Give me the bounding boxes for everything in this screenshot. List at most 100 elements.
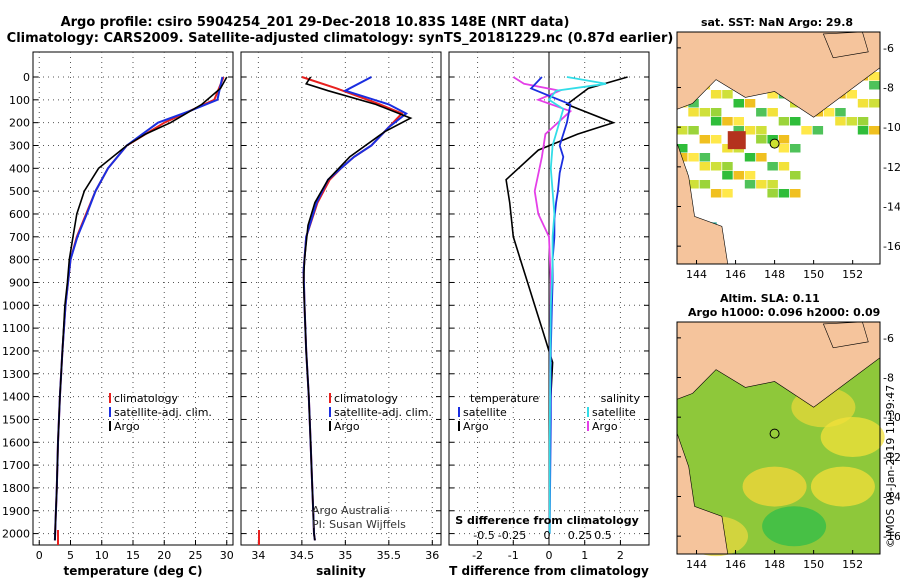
sst-cell <box>801 126 812 135</box>
sst-cell <box>756 126 767 135</box>
sst-cell <box>733 99 744 108</box>
sst-cell <box>767 108 778 117</box>
sst-cell <box>767 180 778 189</box>
sst-cell <box>857 117 869 126</box>
lat-tick-label: -8 <box>883 82 894 95</box>
salinity-panel: 34 34.5 35 35.5 36 salinity climatologysatelli… <box>240 51 442 578</box>
depth-tick-label: 2000 <box>2 528 30 541</box>
sst-cell <box>869 72 880 81</box>
x-tick-label: 36 <box>425 549 439 562</box>
argo-position-marker <box>769 428 780 439</box>
lat-tick-label: -10 <box>883 121 900 134</box>
sst-cell <box>744 126 756 135</box>
lon-tick-label: 148 <box>764 558 785 571</box>
x-tick-label: 5 <box>67 549 74 562</box>
depth-tick-label: 700 <box>9 231 30 244</box>
depth-tick-label: 1400 <box>2 391 30 404</box>
sst-cell <box>744 99 756 108</box>
legend-label: Argo <box>114 420 140 433</box>
panel-frame <box>240 51 442 546</box>
sst-cell <box>756 108 767 117</box>
sst-cell <box>688 126 699 135</box>
s-tick-label: -0.25 <box>498 529 526 542</box>
sst-cell <box>710 135 722 144</box>
sst-cell <box>744 153 756 162</box>
x-tick-label: 10 <box>95 549 109 562</box>
depth-tick-label: 900 <box>9 276 30 289</box>
x-tick-label: 2 <box>617 549 624 562</box>
lat-tick-label: -6 <box>883 42 894 55</box>
x-tick-label: 34 <box>251 549 265 562</box>
legend-label: satellite <box>592 406 636 419</box>
lat-tick-label: -14 <box>883 490 900 503</box>
depth-tick-label: 1300 <box>2 368 30 381</box>
lon-tick-label: 152 <box>842 558 863 571</box>
sst-cell <box>812 126 824 135</box>
footer-credit: ©IMOS 08-Jan-2019 11:39:47 <box>884 384 897 548</box>
sst-cell <box>846 90 857 99</box>
sst-cell <box>722 117 733 126</box>
lon-tick-label: 148 <box>764 268 785 281</box>
lat-tick-label: -16 <box>883 240 900 253</box>
land-new-britain <box>822 321 869 349</box>
sst-cell <box>835 108 846 117</box>
depth-tick-label: 1800 <box>2 482 30 495</box>
legend-label: climatology <box>114 392 178 405</box>
legend-label: satellite-adj. clim. <box>114 406 212 419</box>
series-line-argo <box>54 76 228 541</box>
panel-frame <box>32 51 234 546</box>
x-tick-label: 1 <box>581 549 588 562</box>
sst-cell <box>857 99 869 108</box>
sst-map: -6 -8 -10 -12 -14 -16 144 146 148 150 152 <box>676 31 900 281</box>
series-line-s-satellite <box>547 76 607 534</box>
depth-tick-label: 1200 <box>2 345 30 358</box>
x-tick-label: 25 <box>189 549 203 562</box>
sst-cell <box>722 171 733 180</box>
lon-tick-label: 144 <box>686 268 707 281</box>
sst-cell <box>688 153 699 162</box>
sst-cell <box>699 162 711 171</box>
x-tick-label: -1 <box>508 549 519 562</box>
sst-cell <box>699 135 711 144</box>
map-frame <box>676 321 881 555</box>
sst-cell <box>790 144 801 153</box>
map-frame <box>676 31 881 265</box>
sst-cell <box>756 180 767 189</box>
s-tick-label: 0.25 <box>568 529 593 542</box>
sst-cell <box>790 117 801 126</box>
sla-blob <box>820 417 885 458</box>
sst-cell <box>722 189 733 198</box>
sst-cell <box>710 108 722 117</box>
sst-cell <box>778 162 790 171</box>
legend-label: Argo <box>463 420 489 433</box>
sst-cell <box>677 126 688 135</box>
sst-warm-cell <box>727 131 746 150</box>
sst-cell <box>677 144 688 153</box>
sla-blob <box>810 466 875 507</box>
sst-cell <box>722 162 733 171</box>
sla-title-1: Altim. SLA: 0.11 <box>720 292 820 305</box>
sla-blob <box>742 466 807 507</box>
sst-cell <box>790 189 801 198</box>
legend-label: satellite-adj. clim. <box>334 406 432 419</box>
sla-blob <box>762 506 827 547</box>
sst-cell <box>835 117 846 126</box>
depth-tick-label: 1700 <box>2 459 30 472</box>
lon-tick-label: 146 <box>725 268 746 281</box>
sst-cell <box>733 171 744 180</box>
x-axis-label: temperature (deg C) <box>64 564 203 578</box>
sst-cell <box>778 189 790 198</box>
depth-tick-label: 800 <box>9 254 30 267</box>
lon-tick-label: 144 <box>686 558 707 571</box>
x-tick-label: 0 <box>36 549 43 562</box>
sst-cell <box>767 162 778 171</box>
lon-tick-label: 150 <box>803 268 824 281</box>
sst-cell <box>869 99 880 108</box>
temperature-panel: 0 5 10 15 20 25 300100200300400500600700800900… <box>2 51 234 578</box>
lat-tick-label: -10 <box>883 411 900 424</box>
lon-tick-label: 152 <box>842 268 863 281</box>
depth-tick-label: 1000 <box>2 299 30 312</box>
sst-cell <box>869 126 880 135</box>
sla-title-2: Argo h1000: 0.096 h2000: 0.09 <box>688 306 880 319</box>
